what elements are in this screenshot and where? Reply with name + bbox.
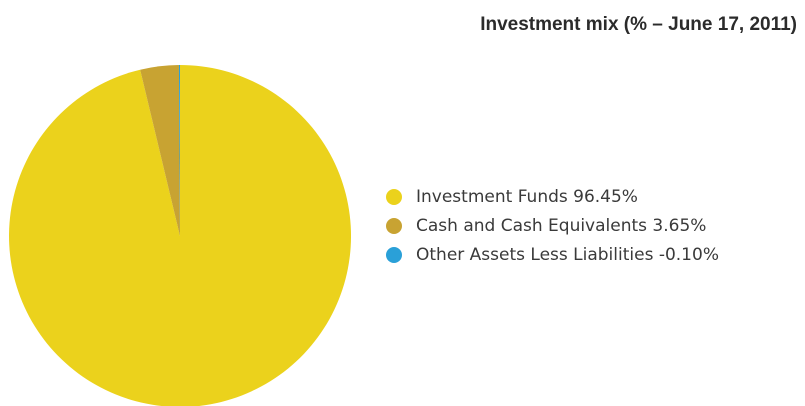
legend-item: Other Assets Less Liabilities -0.10% (386, 240, 719, 269)
chart-legend: Investment Funds 96.45% Cash and Cash Eq… (386, 182, 719, 269)
legend-label: Investment Funds 96.45% (416, 187, 638, 207)
legend-label: Other Assets Less Liabilities -0.10% (416, 245, 719, 265)
legend-label: Cash and Cash Equivalents 3.65% (416, 216, 706, 236)
legend-swatch (386, 189, 402, 205)
legend-swatch (386, 247, 402, 263)
legend-swatch (386, 218, 402, 234)
legend-item: Cash and Cash Equivalents 3.65% (386, 211, 719, 240)
pie-slice (9, 65, 351, 406)
legend-item: Investment Funds 96.45% (386, 182, 719, 211)
